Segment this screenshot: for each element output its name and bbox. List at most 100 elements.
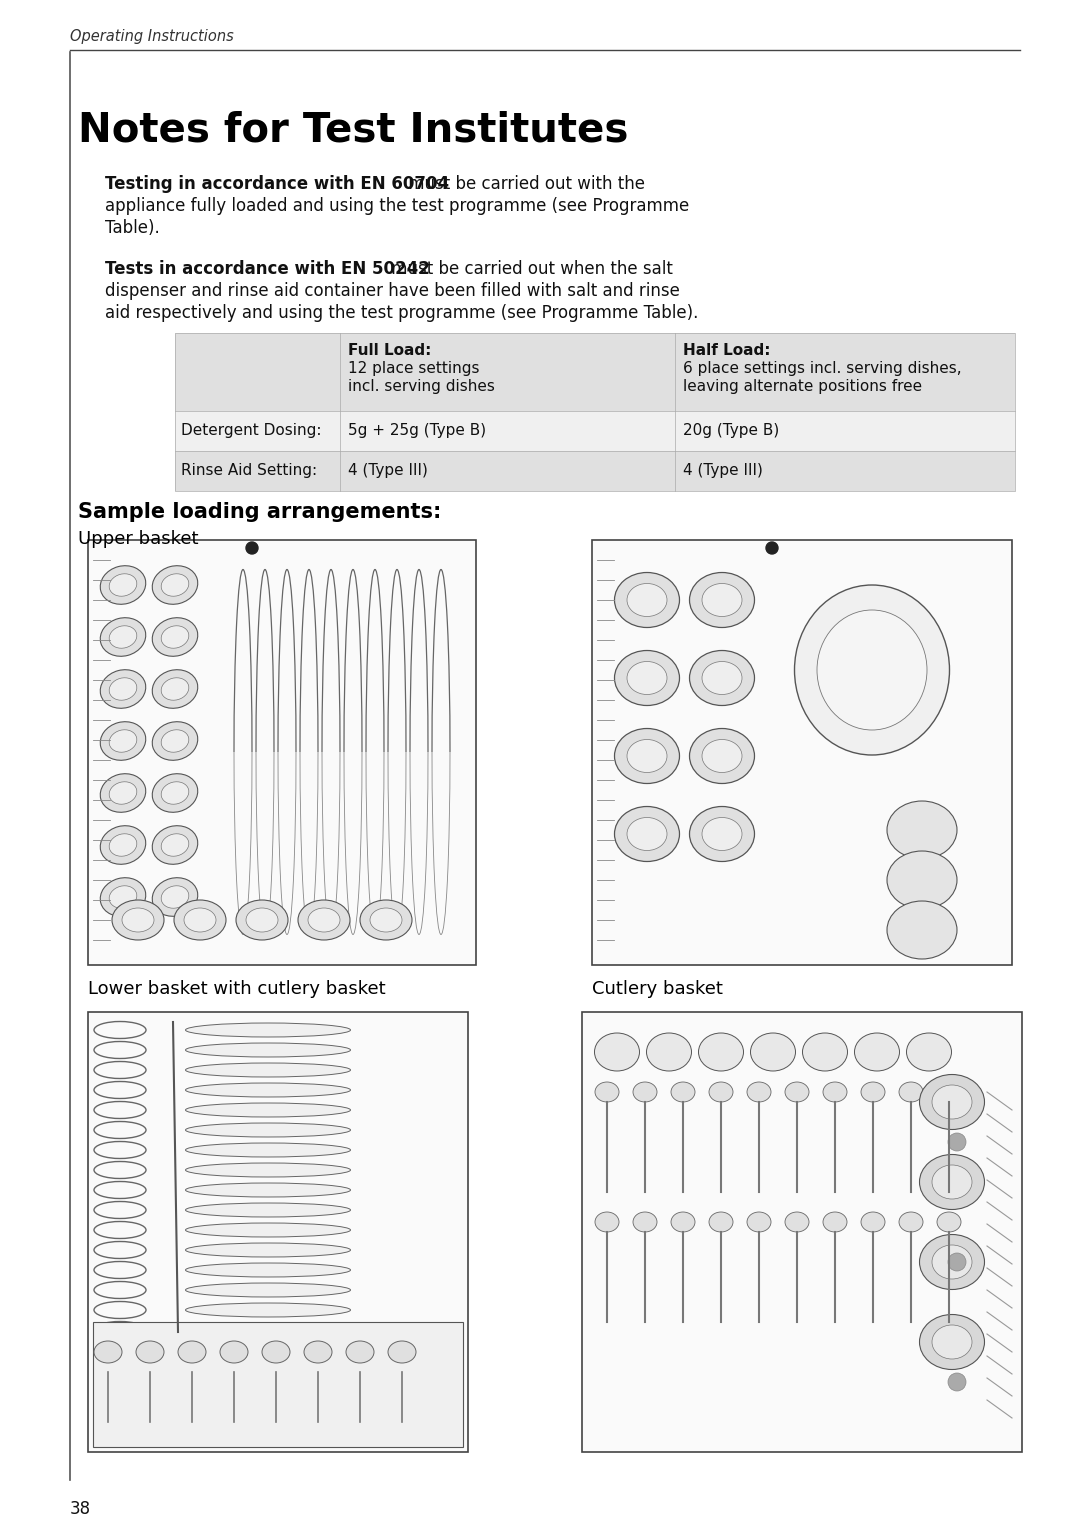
Bar (87, 1012, 468, 1453)
Ellipse shape (899, 1212, 923, 1232)
Ellipse shape (887, 852, 957, 910)
Ellipse shape (932, 1086, 972, 1119)
Ellipse shape (689, 572, 755, 627)
Text: must be carried out when the salt: must be carried out when the salt (386, 260, 673, 278)
Ellipse shape (186, 1183, 351, 1197)
Bar (87, 540, 476, 965)
Ellipse shape (919, 1315, 985, 1370)
Ellipse shape (152, 618, 198, 656)
Ellipse shape (702, 662, 742, 694)
Ellipse shape (186, 1303, 351, 1316)
Ellipse shape (109, 573, 137, 596)
Ellipse shape (633, 1212, 657, 1232)
Text: 6 place settings incl. serving dishes,: 6 place settings incl. serving dishes, (683, 361, 961, 376)
Text: Tests in accordance with EN 50242: Tests in accordance with EN 50242 (105, 260, 430, 278)
Ellipse shape (766, 541, 778, 553)
Ellipse shape (186, 1023, 351, 1037)
Ellipse shape (186, 1342, 351, 1358)
Ellipse shape (303, 1341, 332, 1362)
Ellipse shape (627, 740, 667, 772)
Ellipse shape (237, 901, 288, 940)
Ellipse shape (346, 1341, 374, 1362)
Ellipse shape (186, 1283, 351, 1297)
Bar (175, 333, 1015, 411)
Ellipse shape (174, 901, 226, 940)
Ellipse shape (161, 781, 189, 804)
Ellipse shape (708, 1212, 733, 1232)
Ellipse shape (854, 1034, 900, 1070)
Ellipse shape (109, 885, 137, 908)
Ellipse shape (887, 801, 957, 859)
Ellipse shape (161, 625, 189, 648)
Text: Table).: Table). (105, 219, 160, 237)
Ellipse shape (100, 878, 146, 916)
Ellipse shape (161, 885, 189, 908)
Ellipse shape (795, 586, 949, 755)
Ellipse shape (689, 728, 755, 783)
Ellipse shape (615, 728, 679, 783)
Text: Rinse Aid Setting:: Rinse Aid Setting: (181, 463, 318, 479)
Text: Full Load:: Full Load: (348, 342, 431, 358)
Text: must be carried out with the: must be carried out with the (403, 174, 645, 193)
Ellipse shape (152, 774, 198, 812)
Ellipse shape (802, 1034, 848, 1070)
Ellipse shape (689, 806, 755, 861)
Ellipse shape (919, 1234, 985, 1289)
Ellipse shape (184, 908, 216, 933)
Ellipse shape (823, 1083, 847, 1102)
Ellipse shape (186, 1102, 351, 1118)
Ellipse shape (785, 1083, 809, 1102)
Bar (582, 1012, 1022, 1453)
Ellipse shape (161, 833, 189, 856)
Ellipse shape (220, 1341, 248, 1362)
Ellipse shape (647, 1034, 691, 1070)
Text: 5g + 25g (Type B): 5g + 25g (Type B) (348, 424, 486, 437)
Ellipse shape (100, 670, 146, 708)
Ellipse shape (823, 1212, 847, 1232)
Ellipse shape (246, 541, 258, 553)
Ellipse shape (671, 1083, 696, 1102)
Ellipse shape (109, 781, 137, 804)
Ellipse shape (109, 833, 137, 856)
Ellipse shape (615, 806, 679, 861)
Ellipse shape (932, 1165, 972, 1199)
Bar (175, 411, 1015, 451)
Ellipse shape (899, 1083, 923, 1102)
Ellipse shape (948, 1252, 966, 1271)
Ellipse shape (186, 1362, 351, 1378)
Text: 38: 38 (70, 1500, 91, 1518)
Text: aid respectively and using the test programme (see Programme Table).: aid respectively and using the test prog… (105, 304, 699, 323)
Bar (175, 333, 1015, 491)
Ellipse shape (109, 729, 137, 752)
Ellipse shape (100, 722, 146, 760)
Ellipse shape (186, 1122, 351, 1138)
Ellipse shape (161, 729, 189, 752)
Ellipse shape (100, 618, 146, 656)
Ellipse shape (785, 1212, 809, 1232)
Ellipse shape (627, 584, 667, 616)
Ellipse shape (595, 1212, 619, 1232)
Text: Testing in accordance with EN 60704: Testing in accordance with EN 60704 (105, 174, 449, 193)
Ellipse shape (615, 650, 679, 705)
Ellipse shape (751, 1034, 796, 1070)
Text: leaving alternate positions free: leaving alternate positions free (683, 379, 922, 394)
Ellipse shape (186, 1263, 351, 1277)
Ellipse shape (186, 1384, 351, 1398)
Ellipse shape (937, 1083, 961, 1102)
Ellipse shape (708, 1083, 733, 1102)
Ellipse shape (861, 1212, 885, 1232)
Ellipse shape (948, 1133, 966, 1151)
Ellipse shape (94, 1341, 122, 1362)
Ellipse shape (262, 1341, 291, 1362)
Ellipse shape (932, 1326, 972, 1359)
Text: appliance fully loaded and using the test programme (see Programme: appliance fully loaded and using the tes… (105, 197, 689, 216)
Ellipse shape (109, 677, 137, 700)
Ellipse shape (702, 584, 742, 616)
Ellipse shape (186, 1063, 351, 1076)
Ellipse shape (246, 908, 278, 933)
Ellipse shape (689, 650, 755, 705)
Ellipse shape (702, 740, 742, 772)
Text: Notes for Test Institutes: Notes for Test Institutes (78, 110, 629, 150)
Ellipse shape (298, 901, 350, 940)
Text: incl. serving dishes: incl. serving dishes (348, 379, 495, 394)
